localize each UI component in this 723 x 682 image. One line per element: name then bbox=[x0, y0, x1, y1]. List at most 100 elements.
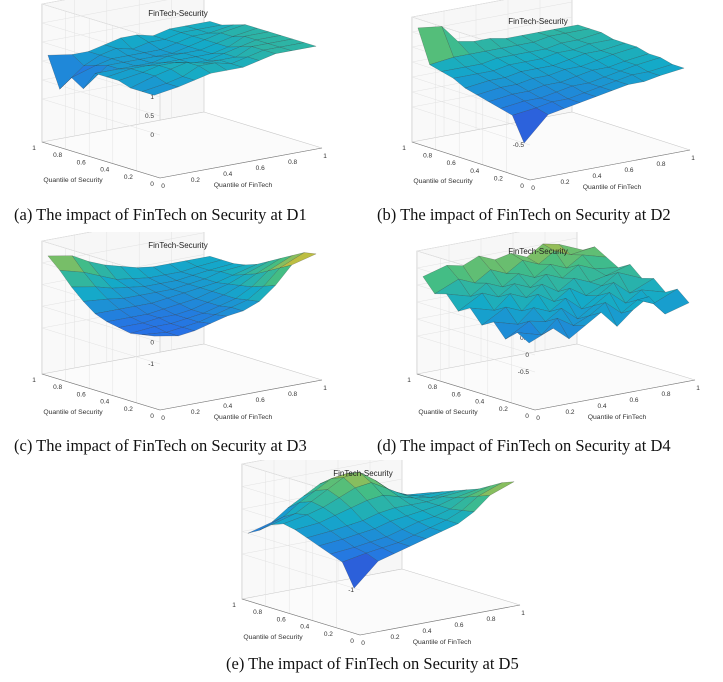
y-tick-label: 0.2 bbox=[494, 175, 503, 182]
z-gridline bbox=[41, 232, 92, 242]
x-tick-label: 0.6 bbox=[256, 397, 265, 404]
y-tick-label: 0 bbox=[150, 413, 154, 420]
z-gridline bbox=[41, 327, 161, 365]
y-tick-label: 0.4 bbox=[100, 167, 109, 174]
x-tick-label: 0.8 bbox=[661, 391, 670, 398]
surface-cell bbox=[653, 288, 690, 315]
z-gridline bbox=[41, 11, 205, 43]
y-tick-label: 0.4 bbox=[100, 399, 109, 406]
surface-cell bbox=[647, 64, 685, 76]
x-tick-label: 0.6 bbox=[624, 167, 633, 174]
x-tick-label: 0.4 bbox=[597, 403, 606, 410]
x-axis-line bbox=[159, 147, 323, 179]
z-gridline bbox=[411, 0, 505, 18]
z-gridline bbox=[411, 91, 531, 131]
y-tick-label: 0.6 bbox=[77, 159, 86, 166]
y-tick-label: 0.6 bbox=[447, 160, 456, 167]
y-tick-label: 0 bbox=[525, 413, 529, 420]
x-tick-label: 0 bbox=[536, 415, 540, 422]
x-tick-label: 0.4 bbox=[592, 173, 601, 180]
surface-cell bbox=[279, 252, 317, 268]
z-gridline bbox=[41, 306, 161, 343]
surface-plot-d2: -0.500.511.522.500.20.40.60.8100.20.40.6… bbox=[402, 0, 695, 192]
x-axis-line bbox=[534, 379, 696, 411]
y-tick-label: 0.6 bbox=[77, 391, 86, 398]
y-tick-label: 1 bbox=[232, 602, 236, 609]
x-tick-label: 1 bbox=[323, 153, 327, 160]
x-axis-label: Quantile of FinTech bbox=[583, 184, 642, 191]
z-gridline bbox=[41, 3, 161, 41]
x-tick-label: 0.4 bbox=[422, 628, 431, 635]
surface-plot-d1: 00.511.522.500.20.40.60.8100.20.40.60.81… bbox=[32, 0, 327, 190]
y-axis-label: Quantile of Security bbox=[43, 177, 103, 184]
x-axis-label: Quantile of FinTech bbox=[588, 414, 647, 421]
x-tick-label: 1 bbox=[521, 610, 525, 617]
plot-title: FinTech-Security bbox=[508, 247, 568, 256]
y-tick-label: 0.2 bbox=[124, 174, 133, 181]
y-tick-label: 1 bbox=[32, 145, 36, 152]
y-tick-label: 0.8 bbox=[423, 153, 432, 160]
x-tick-label: 0 bbox=[531, 185, 535, 192]
caption-d2: (b) The impact of FinTech on Security at… bbox=[377, 205, 671, 224]
y-axis-line bbox=[411, 141, 531, 181]
plot-title: FinTech-Security bbox=[148, 9, 208, 18]
y-tick-label: 0.6 bbox=[277, 616, 286, 623]
surface-panel-d3: -1012300.20.40.60.8100.20.40.60.81Quanti… bbox=[0, 232, 350, 427]
x-tick-label: 0.4 bbox=[223, 171, 232, 178]
y-tick-label: 0.8 bbox=[53, 152, 62, 159]
x-tick-label: 0.2 bbox=[390, 634, 399, 641]
x-tick-label: 0.2 bbox=[560, 179, 569, 186]
x-tick-label: 0.6 bbox=[629, 397, 638, 404]
x-tick-label: 1 bbox=[696, 385, 700, 392]
y-axis-label: Quantile of Security bbox=[243, 634, 303, 641]
y-tick-label: 1 bbox=[402, 145, 406, 152]
x-axis-label: Quantile of FinTech bbox=[214, 414, 273, 421]
x-axis-line bbox=[359, 604, 521, 636]
z-gridline bbox=[41, 0, 168, 24]
y-axis-line bbox=[41, 141, 161, 179]
y-tick-label: 0.8 bbox=[53, 384, 62, 391]
x-tick-label: 0.2 bbox=[191, 409, 200, 416]
z-gridline bbox=[41, 98, 161, 136]
y-tick-label: 0.4 bbox=[475, 399, 484, 406]
y-axis-line bbox=[416, 373, 536, 411]
surface-panel-d5: -1012300.20.40.60.8100.20.40.60.81Quanti… bbox=[185, 460, 535, 650]
x-tick-label: 0.6 bbox=[454, 622, 463, 629]
x-axis-line bbox=[529, 149, 691, 181]
surface-plot-d4: -0.500.511.5200.20.40.60.8100.20.40.60.8… bbox=[407, 232, 700, 422]
y-tick-label: 0 bbox=[350, 638, 354, 645]
y-tick-label: 0.8 bbox=[428, 384, 437, 391]
z-tick-label: -1 bbox=[348, 587, 354, 594]
y-tick-label: 0.2 bbox=[324, 631, 333, 638]
caption-d3: (c) The impact of FinTech on Security at… bbox=[14, 436, 307, 455]
y-axis-line bbox=[241, 598, 361, 636]
y-tick-label: 0.8 bbox=[253, 609, 262, 616]
y-tick-label: 1 bbox=[407, 377, 411, 384]
x-tick-label: 0 bbox=[161, 183, 165, 190]
x-axis-label: Quantile of FinTech bbox=[413, 639, 472, 646]
x-tick-label: 0.8 bbox=[486, 616, 495, 623]
x-tick-label: 0 bbox=[161, 415, 165, 422]
caption-d5: (e) The impact of FinTech on Security at… bbox=[226, 654, 519, 673]
plot-title: FinTech-Security bbox=[508, 17, 568, 26]
x-tick-label: 0.8 bbox=[288, 391, 297, 398]
surface-plot-d3: -1012300.20.40.60.8100.20.40.60.81Quanti… bbox=[32, 232, 327, 422]
x-tick-label: 1 bbox=[691, 155, 695, 162]
surface-plot-d5: -1012300.20.40.60.8100.20.40.60.81Quanti… bbox=[232, 460, 525, 647]
z-tick-label: 0 bbox=[150, 132, 154, 139]
y-tick-label: 0.2 bbox=[499, 406, 508, 413]
surface-panel-d4: -0.500.511.5200.20.40.60.8100.20.40.60.8… bbox=[360, 232, 710, 427]
z-tick-label: 0 bbox=[150, 339, 154, 346]
y-axis-line bbox=[41, 373, 161, 411]
y-tick-label: 0.2 bbox=[124, 406, 133, 413]
z-gridline bbox=[241, 553, 361, 591]
z-tick-label: -0.5 bbox=[513, 142, 525, 149]
x-tick-label: 0.2 bbox=[191, 177, 200, 184]
y-tick-label: 1 bbox=[32, 377, 36, 384]
surface-cell bbox=[478, 481, 515, 497]
x-tick-label: 0 bbox=[361, 640, 365, 647]
x-tick-label: 0.6 bbox=[256, 165, 265, 172]
y-axis-label: Quantile of Security bbox=[418, 409, 478, 416]
y-axis-label: Quantile of Security bbox=[413, 178, 473, 185]
z-tick-label: -1 bbox=[148, 361, 154, 368]
